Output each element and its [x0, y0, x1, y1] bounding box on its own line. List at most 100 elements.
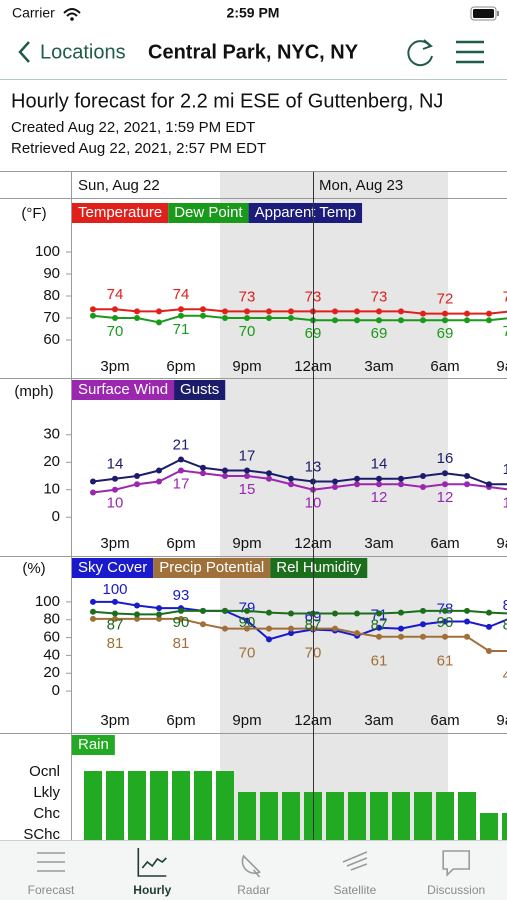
data-point [90, 306, 96, 313]
carrier: Carrier [12, 5, 55, 21]
bar [260, 792, 278, 840]
bar [238, 792, 256, 840]
created-text: Created Aug 22, 2021, 1:59 PM EDT [11, 119, 255, 136]
data-point [354, 610, 360, 617]
data-point [442, 470, 448, 477]
bar [458, 792, 476, 840]
data-label: 70 [239, 323, 256, 340]
menu-button[interactable] [456, 40, 484, 64]
data-label: 73 [503, 288, 507, 305]
data-label: 10 [503, 495, 507, 512]
data-label: 69 [371, 325, 388, 342]
legend-box [248, 203, 363, 223]
data-point [134, 315, 140, 321]
data-label: 70 [239, 645, 256, 662]
data-point [178, 467, 184, 474]
data-point [178, 615, 184, 622]
data-label: 90 [173, 614, 190, 631]
x-tick-label: 3am [364, 358, 393, 375]
bar [392, 792, 410, 840]
data-label: 74 [107, 286, 124, 303]
data-point [156, 308, 162, 315]
legend-label: Dew Point [174, 204, 243, 221]
data-point [200, 464, 206, 471]
y-tick-label: 90 [43, 265, 60, 282]
y-tick-label: 30 [43, 426, 60, 443]
data-point [442, 618, 448, 625]
refresh-arrow [422, 39, 433, 50]
bar [216, 771, 234, 840]
data-point [376, 481, 382, 488]
tab-button[interactable]: Discussion [427, 883, 485, 897]
legend-label: Temperature [78, 204, 162, 221]
back-button[interactable]: Locations [18, 41, 126, 63]
x-tick-label: 3am [364, 712, 393, 729]
data-point [200, 470, 206, 477]
series-line [92, 458, 507, 486]
y-tick-label: 80 [43, 611, 60, 628]
refresh-arc [407, 40, 433, 67]
data-point [486, 317, 492, 324]
data-point [178, 306, 184, 313]
tab-label: Discussion [427, 883, 485, 897]
data-point [354, 317, 360, 324]
data-point [464, 618, 470, 625]
data-point [442, 633, 448, 640]
y-tick-label: 10 [43, 481, 60, 498]
data-point [486, 623, 492, 630]
data-point [90, 598, 96, 605]
wifi-dot [70, 17, 74, 21]
bar [436, 792, 454, 840]
clock: 2:59 PM [227, 5, 280, 21]
data-point [112, 610, 118, 617]
data-point [112, 315, 118, 321]
data-point [90, 478, 96, 485]
series-line [92, 314, 507, 324]
data-point [376, 317, 382, 324]
bar [106, 771, 124, 840]
data-label: 72 [437, 291, 454, 308]
data-point [376, 633, 382, 640]
data-point [156, 615, 162, 622]
data-point [134, 611, 140, 618]
tab-button[interactable]: Satellite [334, 883, 377, 897]
data-point [178, 607, 184, 614]
x-tick-label: 3pm [100, 712, 129, 729]
y-tick-label: Chc [33, 805, 60, 822]
data-point [244, 617, 250, 624]
wifi-icon [63, 8, 81, 17]
data-point [376, 610, 382, 617]
data-point [376, 308, 382, 315]
legend-label: Gusts [180, 381, 219, 398]
data-point [442, 317, 448, 324]
data-point [288, 315, 294, 321]
y-tick-label: 40 [43, 646, 60, 663]
tab-button[interactable]: Radar [237, 883, 270, 897]
legend-box [153, 558, 271, 578]
frame [0, 171, 507, 840]
data-point [266, 475, 272, 482]
tab-button[interactable]: Hourly [133, 883, 171, 897]
data-point [134, 602, 140, 609]
data-point [398, 317, 404, 324]
data-point [266, 636, 272, 643]
y-tick-label: 100 [35, 243, 60, 260]
data-point [288, 610, 294, 617]
refresh-button[interactable] [407, 39, 433, 67]
data-point [266, 470, 272, 477]
data-point [222, 308, 228, 315]
tab-button[interactable]: Forecast [28, 883, 75, 897]
data-point [156, 467, 162, 474]
data-point [420, 607, 426, 614]
retrieved-text: Retrieved Aug 22, 2021, 2:57 PM EDT [11, 140, 266, 157]
x-tick-label: 6am [430, 358, 459, 375]
bar [150, 771, 168, 840]
unit-label: (mph) [14, 383, 53, 400]
back-label: Locations [40, 41, 126, 63]
data-point [222, 625, 228, 632]
data-point [398, 633, 404, 640]
data-label: 16 [437, 450, 454, 467]
data-point [398, 475, 404, 482]
data-point [244, 467, 250, 474]
icon-dish [241, 854, 261, 874]
